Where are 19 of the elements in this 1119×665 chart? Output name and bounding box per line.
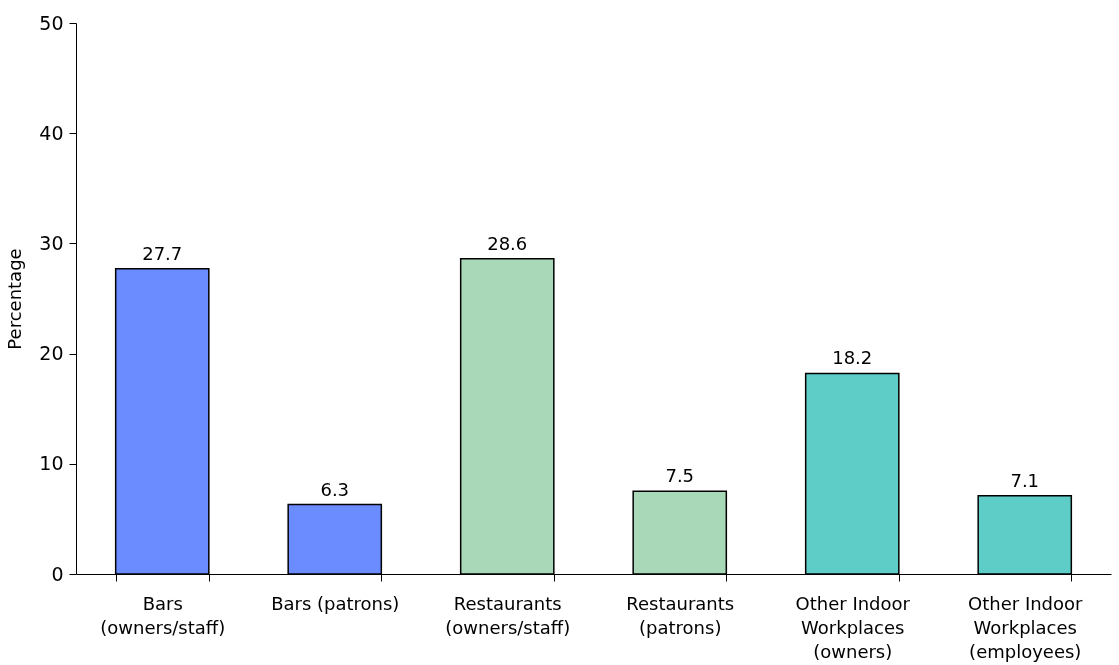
- data-label: 7.1: [1010, 469, 1040, 491]
- data-label: 6.3: [320, 478, 350, 500]
- y-axis-title: Percentage: [4, 248, 26, 350]
- y-tick-label: 0: [51, 562, 64, 585]
- x-tick-label: Other Indoor Workplaces (employees): [968, 592, 1084, 662]
- y-tick-label: 40: [39, 121, 64, 144]
- y-tick-label: 10: [39, 452, 64, 475]
- y-tick-label: 20: [39, 342, 64, 365]
- data-label: 28.6: [487, 232, 528, 254]
- y-tick-label: 30: [39, 231, 64, 254]
- y-tick-label: 50: [39, 11, 64, 34]
- data-label: 7.5: [665, 465, 695, 487]
- x-tick-label: Bars (owners/staff): [100, 592, 226, 638]
- data-label: 27.7: [142, 242, 183, 264]
- x-tick-label: Other Indoor Workplaces (owners): [795, 592, 911, 662]
- x-tick-label: Restaurants (patrons): [626, 592, 735, 638]
- x-tick-label: Restaurants (owners/staff): [445, 592, 571, 638]
- data-label: 18.2: [832, 347, 873, 369]
- x-tick-label: Bars (patrons): [271, 592, 400, 614]
